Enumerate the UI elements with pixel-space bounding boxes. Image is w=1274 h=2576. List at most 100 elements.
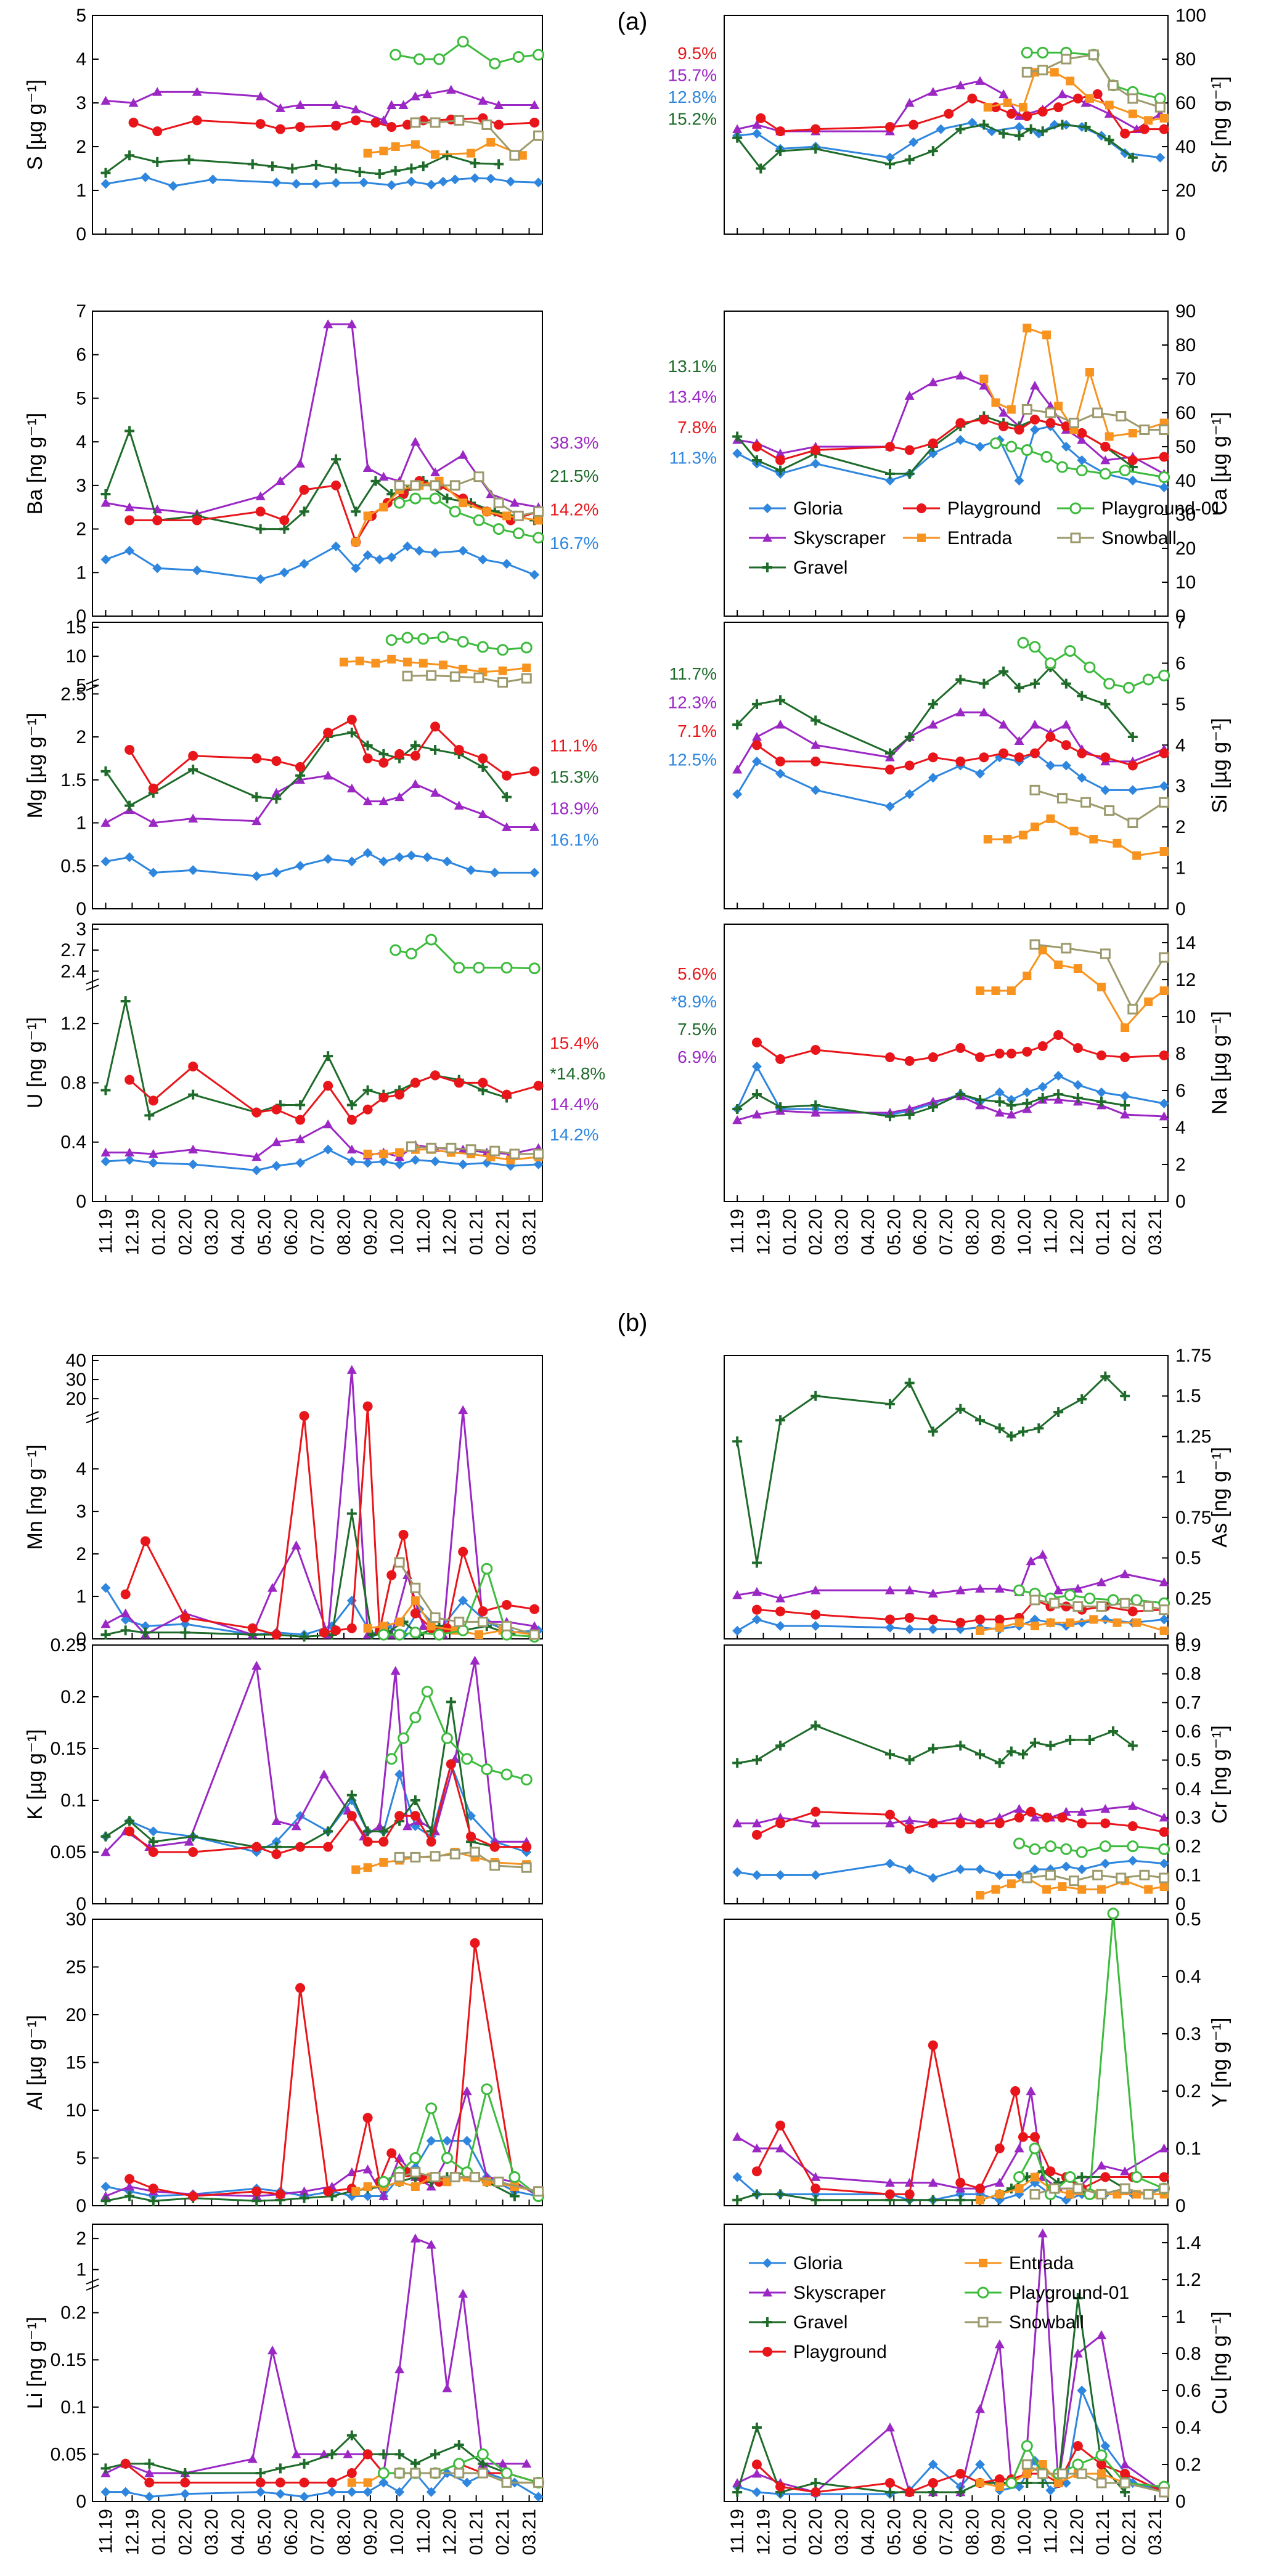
- data-point: [1031, 2172, 1039, 2182]
- series-gravel: [100, 2430, 512, 2479]
- x-tick-label: 03.21: [520, 1209, 540, 1255]
- data-point: [1077, 1818, 1087, 1829]
- data-point: [1049, 1598, 1060, 1609]
- data-point: [1127, 1856, 1138, 1866]
- data-point: [331, 480, 341, 490]
- data-point: [421, 1686, 433, 1698]
- data-point: [295, 1158, 306, 1168]
- data-point: [775, 720, 786, 729]
- data-point: [430, 2449, 441, 2460]
- data-point: [955, 2177, 966, 2188]
- data-point: [1132, 1618, 1141, 1627]
- series-entrada: [983, 814, 1169, 860]
- data-point: [1127, 1801, 1138, 1810]
- data-point: [378, 1092, 389, 1103]
- data-point: [509, 1148, 520, 1160]
- legend-label: Gravel: [793, 2312, 847, 2333]
- data-point: [299, 2492, 309, 2502]
- x-tick-label: 11.20: [1040, 2509, 1061, 2554]
- variability-annotation: 7.5%: [677, 1020, 717, 1039]
- data-point: [251, 871, 262, 881]
- data-point: [756, 163, 766, 174]
- series-line: [737, 79, 1161, 132]
- data-point: [1029, 784, 1040, 795]
- data-point: [1072, 2441, 1083, 2451]
- x-tick-label: 01.21: [1093, 2509, 1113, 2555]
- data-point: [1099, 1840, 1111, 1853]
- data-point: [751, 128, 762, 139]
- data-point: [884, 1858, 895, 1869]
- plot-frame: [724, 924, 1169, 1202]
- data-point: [346, 1365, 357, 1374]
- data-point: [751, 1587, 762, 1596]
- data-point: [410, 140, 420, 149]
- series-gloria: [100, 172, 544, 191]
- series-line: [737, 1553, 1164, 1599]
- data-point: [994, 1097, 1005, 1107]
- data-point: [433, 1628, 446, 1641]
- data-point: [386, 100, 397, 109]
- data-point: [1061, 760, 1071, 771]
- data-point: [811, 756, 821, 766]
- y-tick-label: 1: [76, 813, 86, 834]
- y-tick-label: 0.4: [1175, 2418, 1201, 2438]
- data-point: [430, 480, 441, 491]
- y-tick-label: 2: [76, 727, 86, 747]
- data-point: [148, 1148, 158, 1158]
- data-point: [410, 2458, 420, 2469]
- data-point: [751, 1110, 762, 1119]
- series-playground-01: [385, 1686, 533, 1786]
- data-point: [775, 455, 786, 465]
- data-point: [994, 2474, 1005, 2484]
- data-point: [295, 770, 306, 781]
- data-point: [120, 2487, 131, 2497]
- data-point: [409, 492, 422, 505]
- data-point: [509, 2191, 520, 2201]
- data-point: [1053, 1030, 1064, 1040]
- data-point: [502, 511, 512, 521]
- data-point: [1064, 1589, 1076, 1601]
- legend-marker: [978, 2317, 989, 2328]
- data-point: [489, 57, 501, 70]
- data-point: [188, 1159, 198, 1169]
- data-point: [152, 156, 163, 167]
- series-line: [105, 1370, 535, 1636]
- x-tick-label: 11.19: [96, 2509, 116, 2554]
- data-point: [811, 445, 821, 455]
- data-point: [775, 768, 786, 779]
- series-skyscraper: [100, 2233, 532, 2477]
- data-point: [140, 1621, 150, 1631]
- data-point: [347, 2478, 356, 2487]
- data-point: [255, 2468, 266, 2479]
- data-point: [125, 502, 135, 511]
- data-point: [1100, 1371, 1111, 1382]
- data-point: [378, 2449, 389, 2460]
- data-point: [374, 1821, 385, 1830]
- data-point: [394, 2364, 405, 2373]
- data-point: [928, 146, 938, 156]
- data-point: [502, 1089, 512, 1100]
- data-point: [1158, 669, 1170, 681]
- y-tick-label: 80: [1175, 49, 1196, 70]
- variability-annotation: 13.1%: [668, 357, 717, 376]
- data-point: [144, 2492, 155, 2502]
- data-point: [486, 137, 496, 147]
- data-point: [909, 120, 919, 130]
- data-point: [998, 421, 1009, 431]
- data-point: [1045, 1741, 1056, 1751]
- data-point: [1077, 428, 1087, 438]
- x-tick-label: 09.20: [361, 1209, 381, 1255]
- y-tick-label: 30: [66, 1909, 86, 1930]
- data-point: [1066, 1618, 1075, 1627]
- data-point: [470, 2172, 480, 2182]
- series-line: [737, 121, 1161, 159]
- data-point: [509, 150, 520, 161]
- data-point: [1076, 2468, 1087, 2479]
- data-point: [1096, 1050, 1106, 1060]
- data-point: [1061, 720, 1071, 729]
- data-point: [363, 1863, 372, 1872]
- data-point: [385, 1753, 398, 1765]
